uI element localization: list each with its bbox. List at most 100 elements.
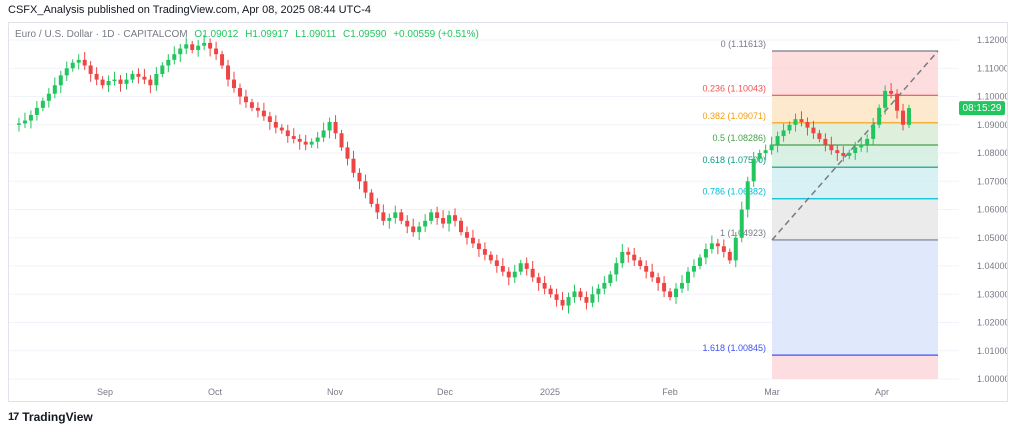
fib-level-label: 1.618 (1.00845) (702, 343, 766, 353)
x-tick-label: Mar (764, 387, 780, 397)
x-tick-label: Feb (662, 387, 678, 397)
candle-down (470, 237, 475, 244)
candle-up (703, 249, 708, 258)
candle-down (94, 73, 99, 80)
candle-down (453, 215, 458, 221)
candle-up (751, 158, 756, 182)
candle-up (58, 75, 63, 86)
fib-level-label: 0.236 (1.10043) (702, 83, 766, 93)
tradingview-footer[interactable]: 17 TradingView (8, 410, 93, 424)
candle-down (901, 110, 906, 125)
fib-level-label: 0 (1.11613) (721, 39, 766, 49)
x-tick-label: Dec (437, 387, 454, 397)
candle-down (255, 107, 260, 111)
candle-down (650, 271, 655, 278)
candle-down (656, 277, 661, 283)
symbol-legend: Euro / U.S. Dollar · 1D · CAPITALCOM O1.… (15, 29, 479, 40)
candle-down (632, 254, 637, 261)
candle-down (208, 42, 213, 49)
candle-up (327, 121, 332, 131)
candles (16, 34, 911, 314)
candle-down (805, 121, 810, 128)
candlestick-chart[interactable]: 0 (1.11613) 0.236 (1.10043) 0.382 (1.09071… (9, 23, 1010, 401)
candle-down (500, 266, 505, 272)
candle-up (566, 297, 571, 306)
candle-up (166, 59, 171, 66)
candle-up (309, 141, 314, 145)
candle-up (196, 45, 201, 50)
price-axis: 1.12000 1.11000 1.10000 1.09000 1.08000 1.070… (977, 35, 1010, 384)
candle-up (202, 42, 207, 46)
candle-down (524, 263, 529, 269)
candle-down (638, 260, 643, 267)
candle-up (614, 263, 619, 275)
ohlc-high: H1.09917 (245, 29, 289, 40)
candle-down (279, 127, 284, 131)
candle-down (249, 102, 254, 108)
candle-up (447, 215, 452, 224)
candle-down (823, 138, 828, 145)
candle-up (321, 130, 326, 138)
ohlc-close: C1.09590 (343, 29, 387, 40)
y-tick-label: 1.07000 (977, 176, 1007, 186)
candle-down (285, 130, 290, 137)
symbol-name: Euro / U.S. Dollar · 1D · CAPITALCOM (15, 29, 188, 40)
candle-down (895, 93, 900, 111)
tradingview-brand: TradingView (22, 410, 93, 424)
candle-down (435, 212, 440, 219)
candle-up (602, 282, 607, 289)
candle-up (315, 137, 320, 142)
candle-up (160, 65, 165, 74)
chart-area[interactable]: 0 (1.11613) 0.236 (1.10043) 0.382 (1.09071… (8, 22, 1010, 402)
y-tick-label: 1.05000 (977, 233, 1007, 243)
candle-up (883, 90, 888, 108)
candle-up (793, 119, 798, 125)
candle-down (715, 243, 720, 247)
candle-up (757, 153, 762, 159)
candle-up (124, 79, 129, 84)
candle-up (781, 130, 786, 137)
fib-zone (772, 198, 938, 240)
candle-down (459, 220, 463, 233)
candle-down (721, 246, 726, 252)
candle-down (243, 96, 248, 103)
candle-down (148, 79, 153, 86)
candle-down (88, 65, 93, 74)
candle-down (375, 203, 380, 213)
candle-up (691, 266, 696, 272)
candle-down (488, 254, 493, 261)
candle-up (847, 153, 852, 156)
candle-up (697, 257, 702, 267)
candle-down (261, 110, 266, 117)
candle-up (572, 291, 577, 298)
candle-up (739, 209, 744, 238)
candle-up (64, 68, 69, 76)
y-tick-label: 1.04000 (977, 261, 1007, 271)
candle-down (441, 218, 446, 224)
candle-up (608, 274, 613, 283)
fib-level-label: 0.382 (1.09071) (702, 111, 766, 121)
fib-zone (772, 355, 938, 379)
candle-up (52, 85, 57, 94)
candle-down (482, 249, 487, 255)
candle-down (464, 232, 469, 238)
current-price-tag: 08:15:29 (959, 101, 1005, 116)
x-tick-label: Nov (327, 387, 344, 397)
candle-down (626, 251, 631, 255)
candle-up (112, 79, 117, 82)
candle-up (859, 144, 864, 148)
tradingview-logo-icon: 17 (8, 411, 19, 423)
candle-up (853, 147, 858, 154)
x-tick-label: Apr (875, 387, 889, 397)
candle-up (393, 212, 398, 219)
candle-down (363, 181, 368, 193)
candle-down (339, 133, 344, 148)
candle-down (273, 121, 278, 128)
ohlc-change: +0.00559 (+0.51%) (393, 29, 479, 40)
ohlc-low: L1.09011 (295, 29, 336, 40)
candle-down (303, 141, 308, 145)
candle-down (644, 266, 649, 272)
candle-up (76, 59, 81, 63)
candle-down (542, 282, 547, 289)
y-tick-label: 1.03000 (977, 289, 1007, 299)
